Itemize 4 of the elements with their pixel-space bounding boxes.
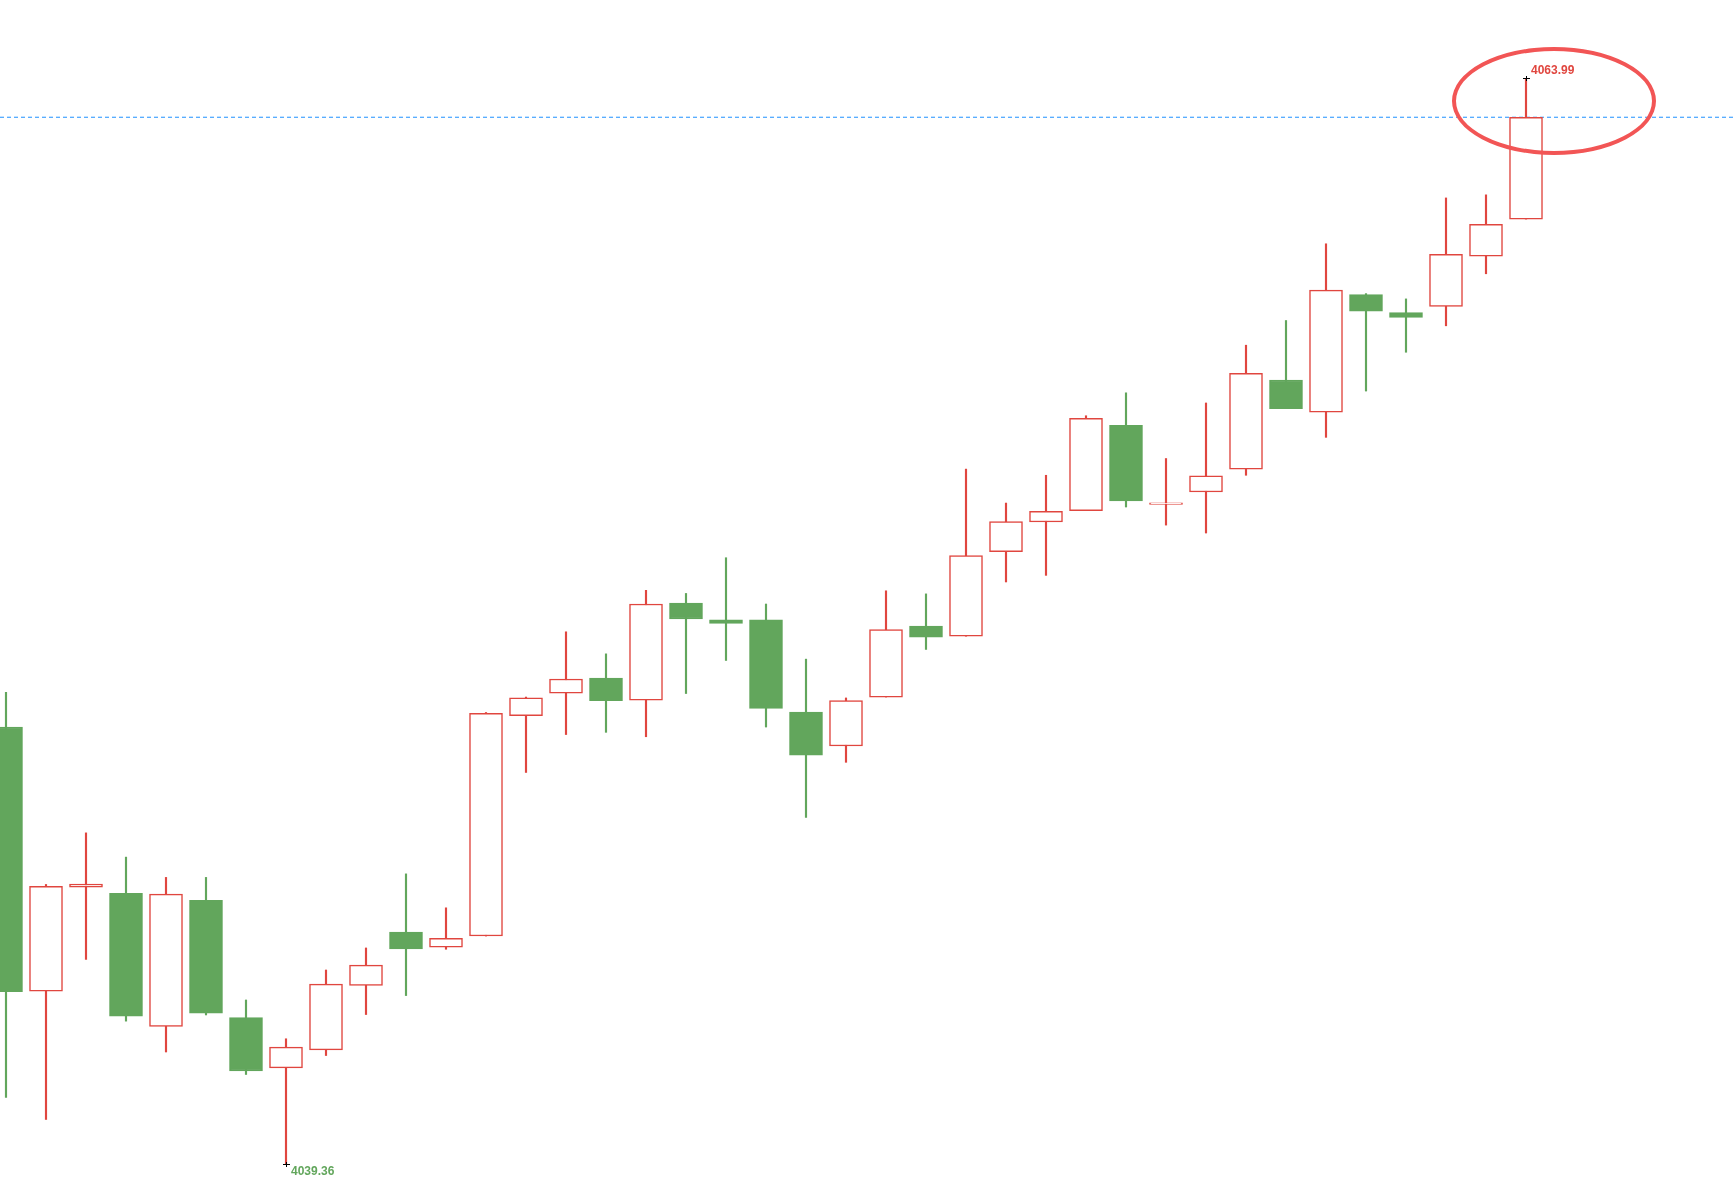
text: 4063.99 — [1531, 63, 1575, 78]
candlestick — [69, 832, 103, 960]
annotation: 4039.36 — [291, 1164, 335, 1179]
candlestick — [1149, 458, 1183, 526]
